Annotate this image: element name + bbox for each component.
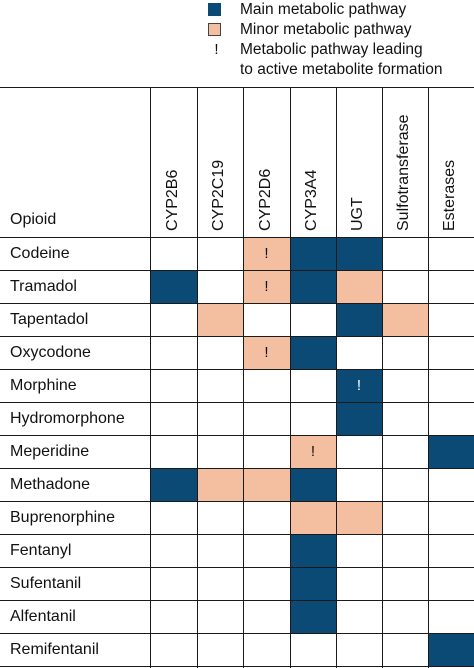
minor-pathway-swatch: [208, 23, 221, 36]
main-pathway-cell: [290, 534, 336, 567]
column-divider: [290, 87, 291, 668]
active-metabolite-symbol: !: [264, 245, 269, 262]
row-divider: [0, 369, 474, 370]
column-header-cyp3a4: CYP3A4: [290, 87, 336, 237]
main-pathway-cell: [336, 303, 382, 336]
column-header-label: UGT: [349, 197, 366, 231]
opioid-name: Sufentanil: [10, 575, 82, 592]
column-header-cyp2d6: CYP2D6: [243, 87, 290, 237]
active-metabolite-symbol: !: [264, 344, 269, 361]
row-divider: [0, 600, 474, 601]
column-header-cyp2c19: CYP2C19: [197, 87, 243, 237]
minor-pathway-cell: [336, 501, 382, 534]
opioid-name: Buprenorphine: [10, 509, 115, 526]
row-divider: [0, 567, 474, 568]
main-pathway-cell: [290, 336, 336, 369]
legend-active-row: ! Metabolic pathway leading to active me…: [208, 40, 474, 78]
main-pathway-cell: [290, 270, 336, 303]
minor-pathway-cell: [382, 303, 428, 336]
legend-active-label-line2: to active metabolite formation: [240, 61, 443, 78]
minor-pathway-cell: [197, 303, 243, 336]
legend-minor-row: Minor metabolic pathway: [208, 20, 474, 40]
main-pathway-cell: [150, 270, 197, 303]
column-header-label: Esterases: [441, 159, 458, 231]
minor-pathway-cell: [243, 468, 290, 501]
opioid-name: Morphine: [10, 377, 77, 394]
main-pathway-cell: [290, 567, 336, 600]
row-divider: [0, 237, 474, 238]
row-divider: [0, 633, 474, 634]
column-divider: [197, 87, 198, 668]
opioid-name: Hydromorphone: [10, 410, 125, 427]
minor-pathway-cell: !: [243, 270, 290, 303]
row-divider: [0, 270, 474, 271]
row-divider: [0, 87, 474, 88]
row-divider: [0, 534, 474, 535]
opioid-metabolism-table: Opioid Codeine! Tramadol! Tapentadol Oxycod…: [0, 87, 474, 668]
main-pathway-swatch: [208, 3, 221, 16]
minor-pathway-cell: !: [243, 237, 290, 270]
row-divider: [0, 666, 474, 667]
main-pathway-cell: [336, 402, 382, 435]
legend-active-label-line1: Metabolic pathway leading: [240, 41, 423, 58]
opioid-name: Oxycodone: [10, 344, 91, 361]
row-divider: [0, 468, 474, 469]
opioid-name: Meperidine: [10, 443, 90, 460]
legend-main-row: Main metabolic pathway: [208, 0, 474, 20]
legend-main-label: Main metabolic pathway: [240, 1, 407, 18]
main-pathway-cell: [290, 468, 336, 501]
opioid-name: Methadone: [10, 476, 91, 493]
minor-pathway-cell: !: [243, 336, 290, 369]
opioid-name: Tapentadol: [10, 311, 89, 328]
column-divider: [382, 87, 383, 668]
row-divider: [0, 435, 474, 436]
row-divider: [0, 402, 474, 403]
main-pathway-cell: [336, 237, 382, 270]
active-metabolite-symbol: !: [264, 278, 269, 295]
column-header-cyp2b6: CYP2B6: [150, 87, 197, 237]
opioid-name: Remifentanil: [10, 641, 99, 658]
column-divider: [428, 87, 429, 668]
active-metabolite-symbol: !: [356, 377, 362, 394]
opioid-name: Fentanyl: [10, 542, 72, 559]
minor-pathway-cell: [290, 501, 336, 534]
minor-pathway-cell: !: [290, 435, 336, 468]
column-header-label: CYP2C19: [210, 159, 227, 231]
legend-minor-label: Minor metabolic pathway: [240, 21, 412, 38]
legend: Main metabolic pathway Minor metabolic p…: [208, 0, 474, 78]
main-pathway-cell: [150, 468, 197, 501]
column-header-ugt: UGT: [336, 87, 382, 237]
opioid-name: Alfentanil: [10, 608, 76, 625]
column-header-label: CYP2D6: [256, 168, 274, 231]
active-metabolite-symbol: !: [310, 443, 316, 460]
column-header-sulfotransferase: Sulfotransferase: [382, 87, 428, 237]
row-divider: [0, 501, 474, 502]
main-pathway-cell: [290, 600, 336, 633]
column-header-label: Sulfotransferase: [395, 114, 412, 231]
main-pathway-cell: [428, 633, 474, 666]
main-pathway-cell: [290, 237, 336, 270]
main-pathway-cell: !: [336, 369, 382, 402]
column-divider: [243, 87, 244, 668]
row-divider: [0, 336, 474, 337]
opioid-column-header: Opioid: [10, 211, 57, 228]
minor-pathway-cell: [336, 270, 382, 303]
opioid-name: Codeine: [10, 245, 70, 262]
column-header-label: CYP2B6: [163, 169, 181, 231]
row-divider: [0, 303, 474, 304]
minor-pathway-cell: [197, 468, 243, 501]
column-divider: [336, 87, 337, 668]
column-divider: [150, 87, 151, 668]
main-pathway-cell: [428, 435, 474, 468]
active-metabolite-symbol: !: [214, 41, 219, 58]
column-header-label: CYP3A4: [303, 169, 320, 231]
column-header-esterases: Esterases: [428, 87, 474, 237]
opioid-name: Tramadol: [10, 278, 77, 295]
